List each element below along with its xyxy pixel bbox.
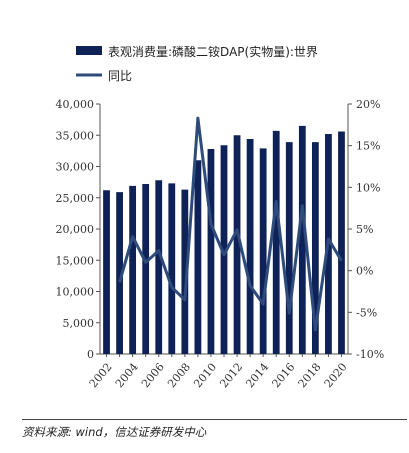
bar bbox=[246, 139, 254, 354]
bar bbox=[220, 145, 228, 354]
x-tick-label: 2012 bbox=[217, 361, 245, 391]
y-left-tick-label: 10,000 bbox=[56, 286, 95, 299]
bar bbox=[129, 185, 137, 354]
x-tick-label: 2014 bbox=[243, 361, 271, 391]
bar bbox=[181, 189, 189, 354]
bar bbox=[285, 142, 293, 354]
legend-bar-label: 表观消费量:磷酸二铵DAP(实物量):世界 bbox=[108, 44, 318, 59]
x-tick-label: 2010 bbox=[191, 361, 219, 391]
y-left-tick-label: 30,000 bbox=[56, 161, 95, 174]
chart: 表观消费量:磷酸二铵DAP(实物量):世界 同比 0 5,000 10,000 15,… bbox=[56, 44, 385, 390]
legend: 表观消费量:磷酸二铵DAP(实物量):世界 同比 bbox=[76, 44, 318, 83]
y-left-tick-label: 5,000 bbox=[63, 317, 95, 330]
bar bbox=[259, 148, 267, 354]
bar bbox=[233, 135, 241, 354]
bar bbox=[103, 190, 110, 354]
y-left-tick-label: 0 bbox=[87, 348, 94, 361]
source-note: 资料来源: wind，信达证券研发中心 bbox=[22, 425, 207, 439]
bar bbox=[142, 184, 150, 354]
bar bbox=[311, 142, 319, 354]
bar bbox=[207, 149, 215, 354]
bar bbox=[155, 180, 163, 354]
y-left-tick-label: 20,000 bbox=[56, 223, 95, 236]
y-right-tick-label: -5% bbox=[356, 306, 377, 319]
bar bbox=[338, 131, 345, 354]
bar bbox=[168, 183, 176, 354]
bar bbox=[194, 160, 202, 354]
y-left-tick-label: 15,000 bbox=[56, 254, 95, 267]
legend-line-label: 同比 bbox=[108, 69, 132, 83]
x-tick-label: 2004 bbox=[113, 361, 141, 391]
plot-area: 0 5,000 10,000 15,000 20,000 25,000 30,000 35,0… bbox=[56, 98, 385, 390]
x-tick-label: 2020 bbox=[322, 361, 350, 391]
source-divider bbox=[22, 419, 407, 420]
y-right-tick-label: -10% bbox=[356, 348, 384, 361]
x-tick-label: 2006 bbox=[139, 361, 167, 391]
legend-bar-swatch bbox=[76, 46, 102, 55]
y-right-tick-label: 0% bbox=[356, 265, 373, 278]
x-tick-label: 2008 bbox=[165, 361, 193, 391]
y-left-tick-label: 25,000 bbox=[56, 192, 95, 205]
bar bbox=[116, 192, 123, 354]
y-right-tick-label: 20% bbox=[356, 98, 380, 111]
yoy-line bbox=[118, 116, 343, 332]
x-tick-label: 2018 bbox=[296, 361, 324, 391]
x-tick-label: 2002 bbox=[87, 361, 115, 391]
bar bbox=[298, 125, 306, 354]
y-right-tick-label: 5% bbox=[356, 223, 373, 236]
bar bbox=[272, 130, 280, 354]
y-right-tick-label: 10% bbox=[356, 181, 380, 194]
y-left-tick-label: 35,000 bbox=[56, 129, 95, 142]
x-tick-label: 2016 bbox=[270, 361, 298, 391]
y-right-tick-label: 15% bbox=[356, 140, 380, 153]
y-left-tick-label: 40,000 bbox=[56, 98, 95, 111]
